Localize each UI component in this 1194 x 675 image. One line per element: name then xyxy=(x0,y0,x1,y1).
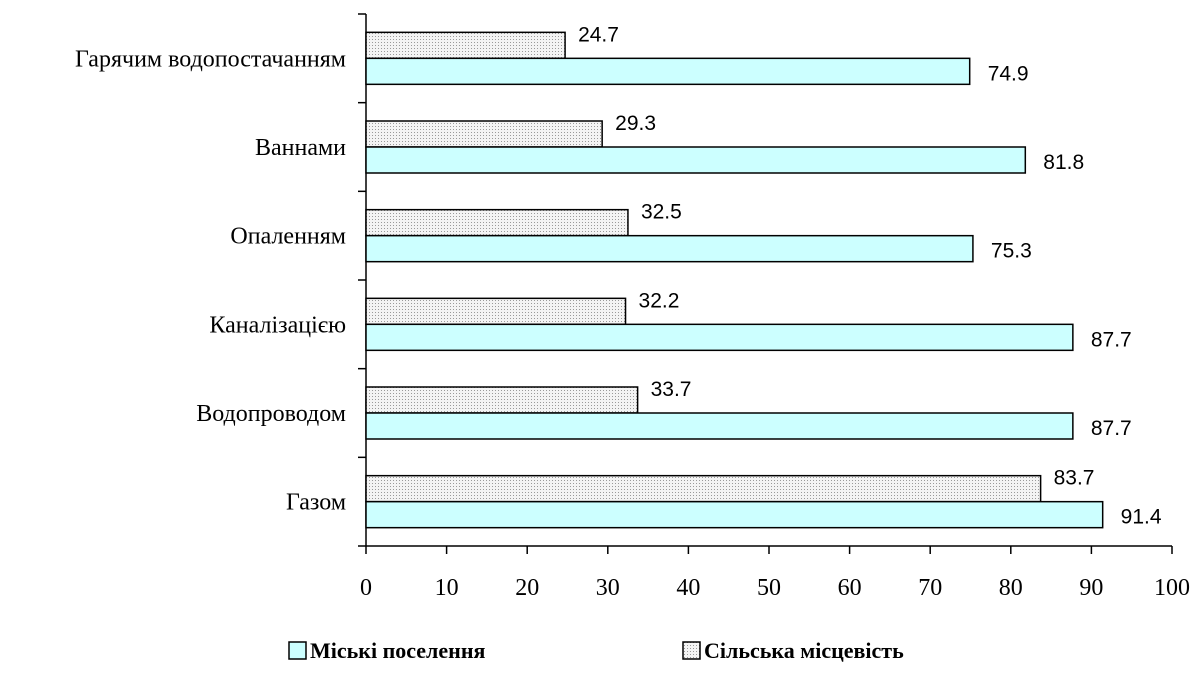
category-label: Ваннами xyxy=(255,135,346,161)
legend-item-urban-label: Міські поселення xyxy=(310,638,485,663)
x-tick-label: 10 xyxy=(435,575,459,601)
legend-item-rural-label: Сільська місцевість xyxy=(704,638,904,663)
x-tick-label: 60 xyxy=(838,575,862,601)
data-label-urban: 81.8 xyxy=(1043,151,1084,174)
category-label: Опаленням xyxy=(230,224,346,250)
x-tick-label: 0 xyxy=(360,575,372,601)
data-label-rural: 32.2 xyxy=(639,289,680,312)
data-label-rural: 83.7 xyxy=(1054,467,1095,490)
bar-rural xyxy=(365,120,603,148)
x-tick-label: 100 xyxy=(1154,575,1190,601)
bar-urban xyxy=(365,146,1027,174)
bar-urban xyxy=(365,323,1074,352)
category-label: Каналізацією xyxy=(209,312,346,338)
bar-rural xyxy=(365,31,566,60)
bar-urban xyxy=(365,500,1104,529)
legend-item-urban-swatch xyxy=(288,641,307,660)
x-tick-label: 70 xyxy=(918,575,942,601)
bar-urban xyxy=(365,57,971,86)
data-label-urban: 87.7 xyxy=(1091,417,1132,440)
bar-rural xyxy=(365,208,629,237)
category-label: Гарячим водопостачанням xyxy=(75,46,346,72)
bar-rural xyxy=(365,297,627,326)
category-label: Газом xyxy=(286,490,346,516)
x-tick-label: 20 xyxy=(515,575,539,601)
bar-urban xyxy=(365,412,1074,440)
data-label-rural: 33.7 xyxy=(651,378,692,401)
legend-item-rural-swatch xyxy=(682,641,701,660)
x-tick-label: 80 xyxy=(999,575,1023,601)
data-label-rural: 32.5 xyxy=(641,201,682,224)
data-label-rural: 29.3 xyxy=(615,112,656,135)
data-label-urban: 75.3 xyxy=(991,240,1032,263)
legend: Міські поселення Сільська місцевість xyxy=(288,638,904,663)
x-tick-label: 40 xyxy=(676,575,700,601)
data-label-rural: 24.7 xyxy=(578,23,619,46)
data-label-urban: 91.4 xyxy=(1121,506,1162,529)
plot-area: 0 10 20 30 40 50 60 70 80 90 100 83.7 91.4 Газом 33.7 8… xyxy=(75,13,1190,601)
bar-urban xyxy=(365,234,974,263)
data-label-urban: 87.7 xyxy=(1091,328,1132,351)
category-label: Водопроводом xyxy=(196,401,346,427)
data-label-urban: 74.9 xyxy=(988,62,1029,85)
x-tick-label: 30 xyxy=(596,575,620,601)
bar-rural xyxy=(365,386,639,414)
x-tick-label: 50 xyxy=(757,575,781,601)
x-tick-label: 90 xyxy=(1079,575,1103,601)
bar-rural xyxy=(365,474,1042,503)
